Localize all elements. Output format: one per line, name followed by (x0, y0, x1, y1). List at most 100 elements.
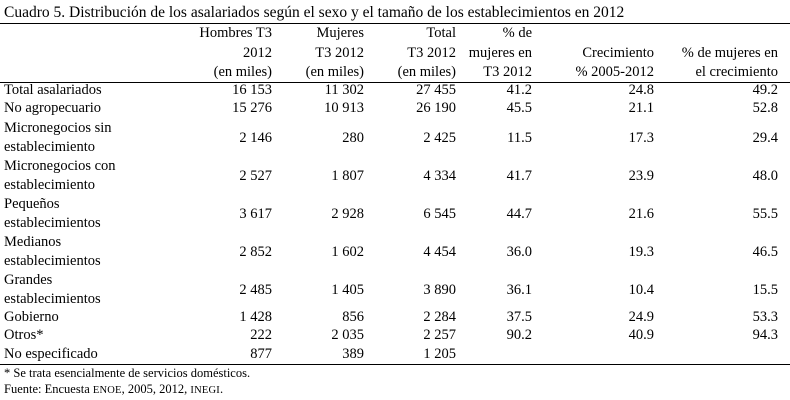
cell-pct-mujeres-crecimiento: 48.0 (752, 168, 778, 184)
cell-mujeres: 2 928 (331, 206, 364, 222)
row-label-line2: establecimiento (4, 138, 95, 155)
table-row: Medianos establecimientos 2 852 1 602 4 … (0, 233, 790, 271)
row-label-line1: Micronegocios con (4, 158, 116, 174)
row-label-line1: Micronegocios sin (4, 120, 112, 136)
cell-hombres: 2 485 (239, 282, 272, 298)
row-label-line2: establecimientos (4, 214, 101, 231)
header-pct-mujeres-crecimiento: % de mujeres en el crecimiento (681, 44, 778, 81)
cell-total: 2 425 (423, 130, 456, 146)
table-row: No agropecuario 15 276 10 913 26 190 45.… (0, 99, 790, 118)
cell-mujeres: 1 807 (331, 168, 364, 184)
cell-crecimiento: 24.8 (628, 82, 654, 98)
header-total: Total T3 2012 (en miles) (397, 25, 456, 80)
cell-crecimiento: 40.9 (628, 327, 654, 343)
cell-pct-mujeres-crecimiento: 15.5 (752, 282, 778, 298)
cell-hombres: 1 428 (239, 309, 272, 325)
cell-mujeres: 11 302 (324, 82, 364, 98)
cell-total: 3 890 (423, 282, 456, 298)
cell-pct-mujeres: 36.1 (506, 282, 532, 298)
table-row: Gobierno 1 428 856 2 284 37.5 24.9 53.3 (0, 308, 790, 327)
cell-pct-mujeres: 45.5 (506, 100, 532, 116)
source-prefix: Fuente: Encuesta (4, 382, 93, 396)
cell-mujeres: 1 602 (331, 244, 364, 260)
cell-pct-mujeres-crecimiento: 94.3 (752, 327, 778, 343)
cell-pct-mujeres: 37.5 (506, 309, 532, 325)
cell-hombres: 877 (250, 346, 272, 362)
cell-mujeres: 2 035 (331, 327, 364, 343)
source-inegi: INEGI (190, 385, 220, 396)
row-label-line1: Pequeños (4, 196, 60, 212)
cell-pct-mujeres: 90.2 (506, 327, 532, 343)
cell-total: 4 454 (423, 244, 456, 260)
cell-pct-mujeres: 36.0 (506, 244, 532, 260)
cell-pct-mujeres-crecimiento: 46.5 (752, 244, 778, 260)
cell-hombres: 15 276 (232, 100, 272, 116)
cell-pct-mujeres-crecimiento: 52.8 (752, 100, 778, 116)
header-mujeres: Mujeres T3 2012 (en miles) (305, 25, 364, 80)
cell-crecimiento: 19.3 (628, 244, 654, 260)
cell-pct-mujeres-crecimiento: 53.3 (752, 309, 778, 325)
row-label-line2: establecimientos (4, 252, 101, 269)
row-label: Otros* (4, 327, 44, 343)
cell-pct-mujeres: 11.5 (507, 130, 532, 146)
table-row: Total asalariados 16 153 11 302 27 455 4… (0, 81, 790, 100)
table-row: Otros* 222 2 035 2 257 90.2 40.9 94.3 (0, 326, 790, 345)
cell-crecimiento: 17.3 (628, 130, 654, 146)
table-title: Cuadro 5. Distribución de los asalariado… (4, 4, 625, 21)
table-row: Pequeños establecimientos 3 617 2 928 6 … (0, 195, 790, 233)
cell-pct-mujeres-crecimiento: 55.5 (752, 206, 778, 222)
cell-pct-mujeres: 44.7 (506, 206, 532, 222)
row-label: No especificado (4, 346, 98, 362)
row-label-line1: Medianos (4, 234, 62, 250)
cell-pct-mujeres: 41.2 (506, 82, 532, 98)
cell-mujeres: 856 (342, 309, 364, 325)
cell-crecimiento: 21.6 (628, 206, 654, 222)
cell-total: 2 257 (423, 327, 456, 343)
cell-total: 6 545 (423, 206, 456, 222)
cell-mujeres: 389 (342, 346, 364, 362)
cell-total: 26 190 (416, 100, 456, 116)
cell-pct-mujeres-crecimiento: 49.2 (752, 82, 778, 98)
cell-crecimiento: 23.9 (628, 168, 654, 184)
top-rule (0, 23, 790, 24)
cell-mujeres: 280 (342, 130, 364, 146)
header-rule (0, 82, 790, 83)
row-label: Total asalariados (4, 82, 102, 98)
cell-hombres: 3 617 (239, 206, 272, 222)
cell-crecimiento: 10.4 (628, 282, 654, 298)
footnote: * Se trata esencialmente de servicios do… (4, 366, 251, 380)
cell-mujeres: 1 405 (331, 282, 364, 298)
table-row: Grandes establecimientos 2 485 1 405 3 8… (0, 271, 790, 309)
row-label-line2: establecimiento (4, 176, 95, 193)
cell-total: 27 455 (416, 82, 456, 98)
cell-pct-mujeres-crecimiento: 29.4 (752, 130, 778, 146)
cell-hombres: 16 153 (232, 82, 272, 98)
cell-hombres: 222 (250, 327, 272, 343)
table-row: Micronegocios con establecimiento 2 527 … (0, 157, 790, 195)
cell-pct-mujeres: 41.7 (506, 168, 532, 184)
header-pct-mujeres: % de mujeres en T3 2012 (468, 25, 532, 80)
source-mid: , 2005, 2012, (121, 382, 191, 396)
cell-hombres: 2 146 (239, 130, 272, 146)
row-label-line2: establecimientos (4, 290, 101, 307)
cell-mujeres: 10 913 (324, 100, 364, 116)
table-row: Micronegocios sin establecimiento 2 146 … (0, 119, 790, 157)
header-hombres: Hombres T3 2012 (en miles) (199, 25, 272, 80)
bottom-rule (0, 364, 790, 365)
cell-hombres: 2 527 (239, 168, 272, 184)
row-label-line1: Grandes (4, 272, 53, 288)
source-enoe: ENOE (92, 385, 122, 396)
source-suffix: . (220, 382, 224, 396)
header-crecimiento: Crecimiento % 2005-2012 (575, 44, 654, 81)
source-note: Fuente: Encuesta ENOE, 2005, 2012, INEGI… (4, 382, 223, 398)
cell-total: 2 284 (423, 309, 456, 325)
cell-total: 4 334 (423, 168, 456, 184)
cell-crecimiento: 21.1 (628, 100, 654, 116)
cell-total: 1 205 (423, 346, 456, 362)
table-row: No especificado 877 389 1 205 (0, 345, 790, 364)
cell-crecimiento: 24.9 (628, 309, 654, 325)
row-label: No agropecuario (4, 100, 102, 116)
cell-hombres: 2 852 (239, 244, 272, 260)
row-label: Gobierno (4, 309, 59, 325)
